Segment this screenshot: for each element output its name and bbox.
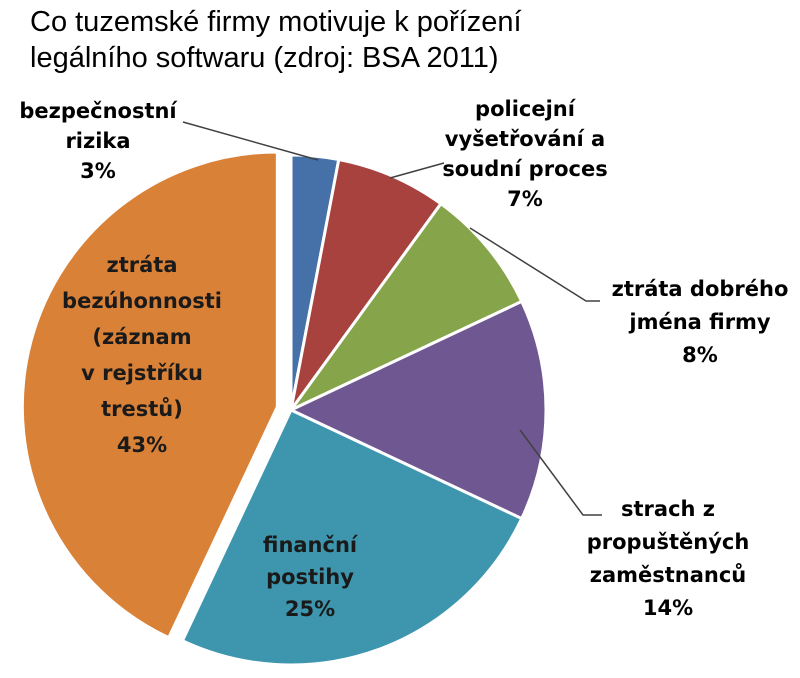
slice-label-line: soudní proces — [442, 157, 607, 181]
slice-label-line: propuštěných — [587, 530, 750, 554]
slice-value-label: 8% — [682, 343, 718, 367]
slice-value-label: 3% — [80, 159, 116, 183]
leader-line — [519, 429, 602, 516]
pie-slice — [287, 299, 548, 521]
slice-label-line: ztráta dobrého — [612, 277, 789, 301]
slice-label-line: jména firmy — [628, 310, 771, 334]
slice-label-line: rizika — [65, 129, 130, 153]
slice-label-line: v rejstříku — [81, 361, 203, 385]
slice-label: bezpečnostní rizika 3% — [19, 99, 178, 183]
slice-label-line: policejní — [475, 97, 577, 121]
slice-label: strach z propuštěných zaměstnanců 14% — [587, 497, 750, 620]
leader-line — [182, 121, 319, 161]
chart-title-line-2: legálního softwaru (zdroj: BSA 2011) — [30, 42, 499, 74]
slice-value-label: 7% — [507, 187, 543, 211]
slice-label-line: strach z — [621, 497, 715, 521]
pie-slices — [20, 150, 548, 667]
slice-label: ztráta dobrého jména firmy 8% — [612, 277, 789, 367]
slice-label-line: vyšetřování a — [445, 127, 605, 151]
pie-slice — [180, 408, 524, 667]
leader-lines — [182, 121, 602, 516]
slice-label-line: (záznam — [92, 325, 191, 349]
slice-label-line: postihy — [266, 565, 354, 589]
slice-value-label: 25% — [285, 597, 335, 621]
leader-line — [389, 162, 445, 179]
slice-label-line: finanční — [263, 533, 359, 557]
slice-label: ztráta bezúhonnosti (záznam v rejstříku tres… — [62, 253, 222, 457]
slice-label-line: trestů) — [101, 397, 183, 421]
pie-slice — [289, 201, 524, 412]
pie-slice — [20, 150, 279, 640]
pie-slice — [289, 157, 443, 411]
slice-label: finanční postihy 25% — [263, 533, 359, 621]
chart-title-line-1: Co tuzemské firmy motivuje k pořízení — [30, 6, 522, 38]
slice-label-line: zaměstnanců — [590, 563, 747, 587]
slice-value-label: 43% — [117, 433, 167, 457]
slice-label-line: bezpečnostní — [19, 99, 178, 123]
slice-label: policejní vyšetřování a soudní proces 7% — [442, 97, 607, 211]
slice-label-line: ztráta — [107, 253, 178, 277]
slice-label-line: bezúhonnosti — [62, 289, 222, 313]
leader-line — [469, 227, 600, 302]
slice-labels: bezpečnostní rizika 3% policejní vyšetřování… — [19, 97, 788, 621]
slice-value-label: 14% — [643, 596, 693, 620]
chart-title: Co tuzemské firmy motivuje k pořízení le… — [30, 4, 770, 76]
